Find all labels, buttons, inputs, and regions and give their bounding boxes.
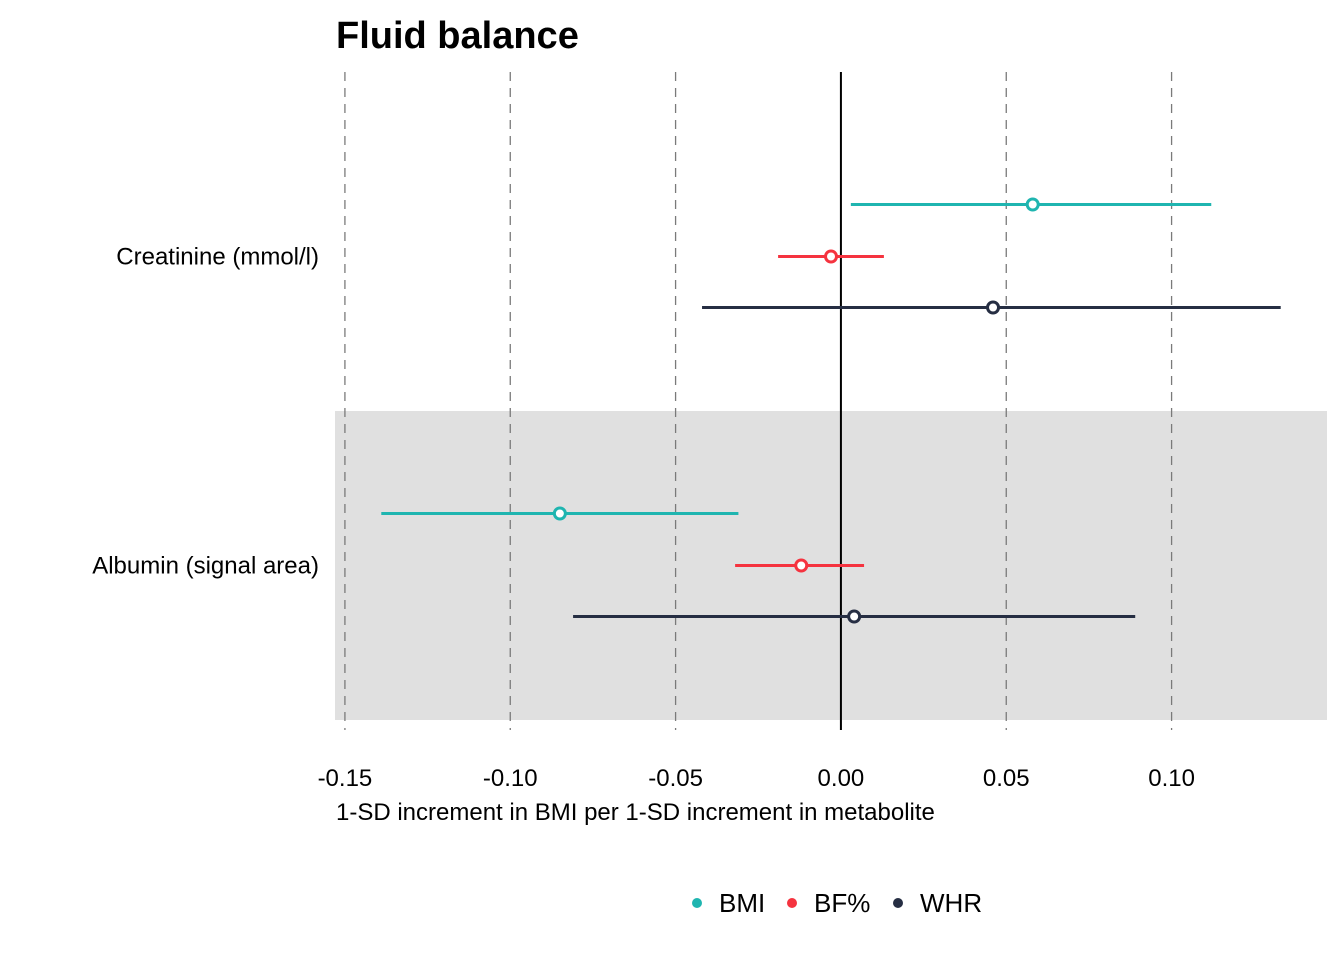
x-axis-title: 1-SD increment in BMI per 1-SD increment…	[336, 799, 935, 826]
grid-lines	[344, 72, 1173, 730]
point-whr	[986, 300, 1001, 315]
point-bmi	[552, 506, 567, 521]
legend-key-whr	[893, 898, 903, 908]
x-tick-labels: -0.15 -0.10 -0.05 0.00 0.05 0.10	[318, 765, 1195, 792]
legend-label: BMI	[719, 888, 765, 918]
legend-key-bmi	[692, 898, 702, 908]
point-whr	[847, 609, 862, 624]
legend-label: BF%	[814, 888, 870, 918]
x-tick-label: -0.05	[648, 765, 703, 792]
x-tick-label: 0.05	[983, 765, 1030, 792]
category-label: Creatinine (mmol/l)	[116, 244, 319, 271]
point-bfpct	[824, 249, 838, 264]
legend-label: WHR	[920, 888, 982, 918]
legend-key-bfpct	[787, 898, 797, 908]
chart-title: Fluid balance	[336, 15, 579, 57]
x-tick-label: 0.00	[818, 765, 865, 792]
point-bfpct	[794, 558, 809, 573]
x-tick-label: -0.10	[483, 765, 538, 792]
series-marks	[381, 197, 1281, 624]
legend: BMI BF% WHR	[692, 888, 982, 918]
category-labels: Creatinine (mmol/l) Albumin (signal area)	[92, 244, 319, 580]
point-bmi	[1025, 197, 1040, 212]
x-tick-label: -0.15	[318, 765, 373, 792]
x-tick-label: 0.10	[1148, 765, 1195, 792]
category-label: Albumin (signal area)	[92, 553, 319, 580]
